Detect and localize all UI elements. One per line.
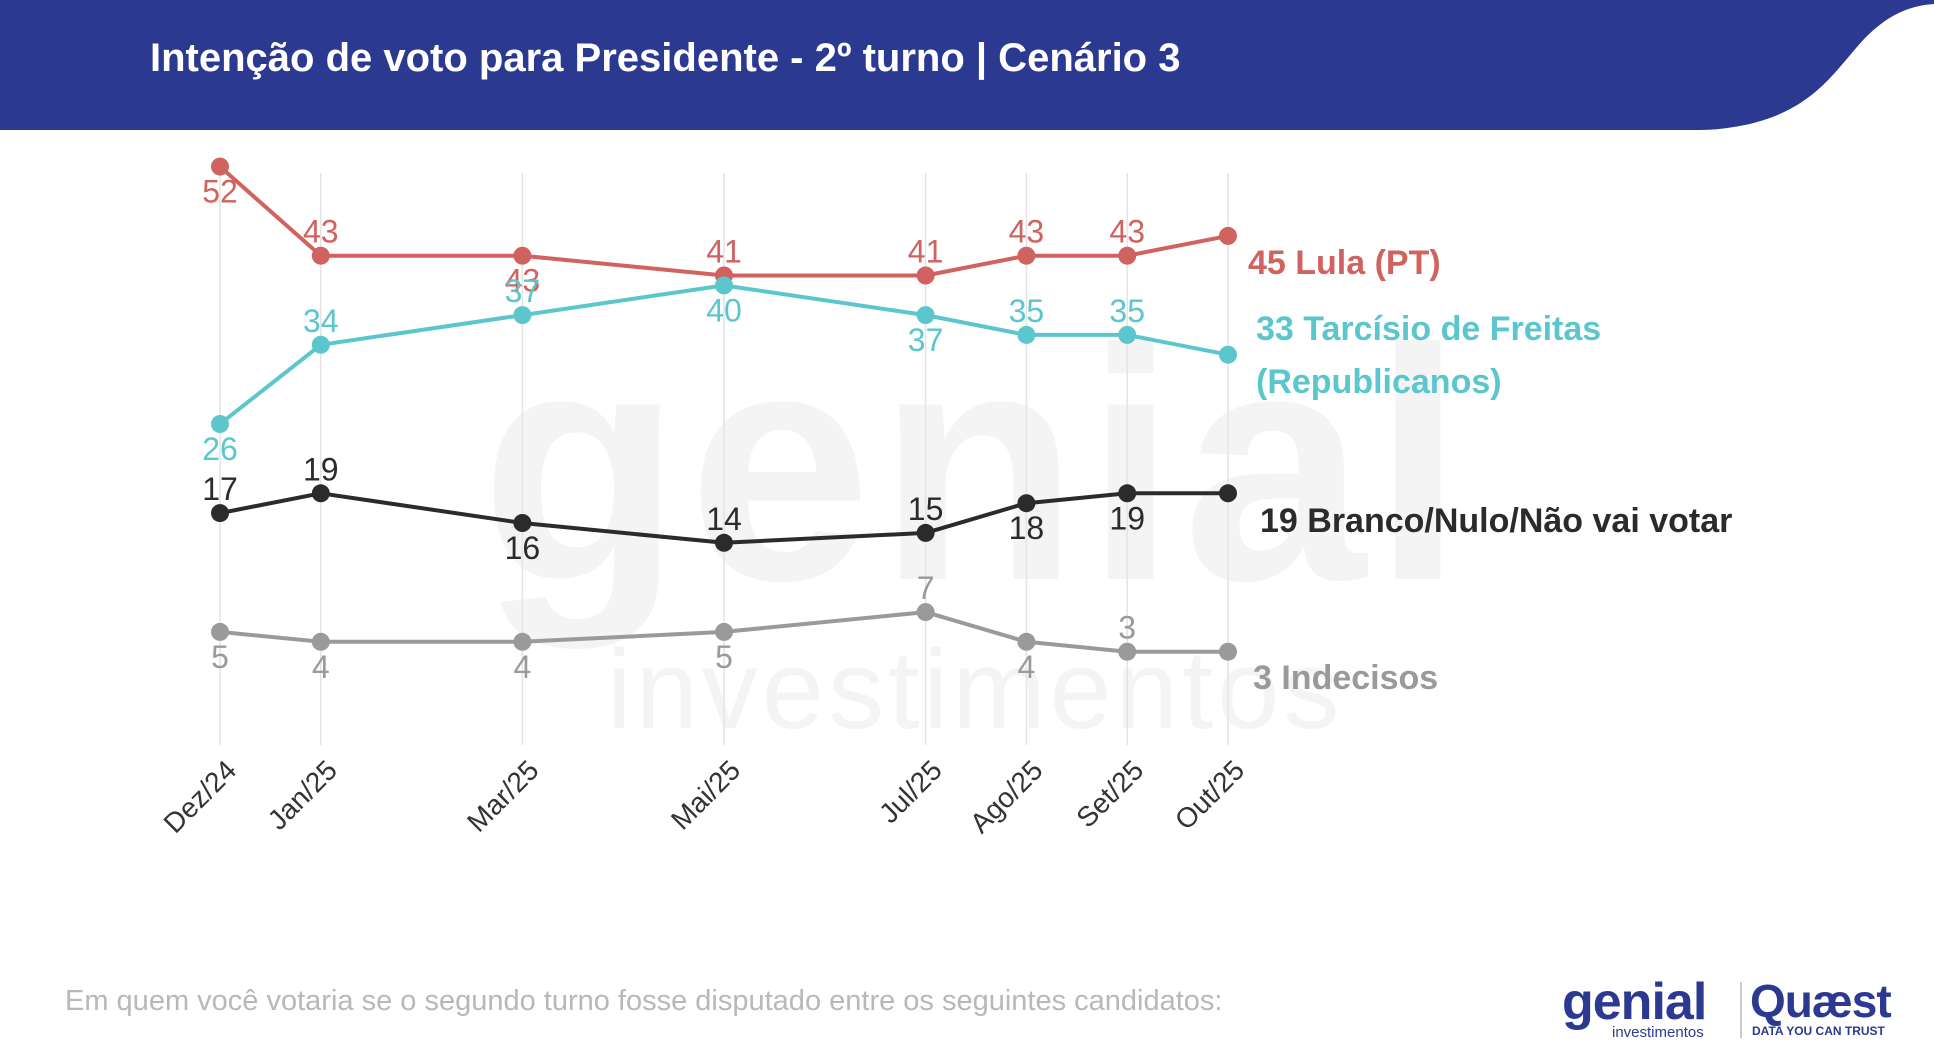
data-label: 26 (202, 431, 238, 467)
data-label: 5 (715, 639, 733, 675)
data-label: 43 (1009, 214, 1045, 250)
data-point (1118, 484, 1137, 503)
page-title: Intenção de voto para Presidente - 2º tu… (150, 36, 1181, 80)
data-point (916, 523, 935, 542)
series-line (218, 283, 1229, 426)
series-end-label: 19 Branco/Nulo/Não vai votar (1260, 502, 1732, 540)
data-point (1219, 642, 1237, 661)
x-tick-label: Mar/25 (461, 754, 545, 838)
genial-logo: genial investimentos (1560, 973, 1730, 1041)
data-label: 16 (505, 530, 541, 566)
data-point (1219, 484, 1237, 503)
data-label: 4 (1018, 649, 1036, 685)
quaest-logo-wordmark: Quæst (1750, 975, 1892, 1027)
x-tick-label: Jul/25 (873, 754, 948, 829)
quaest-logo-tagline: DATA YOU CAN TRUST (1752, 1024, 1885, 1038)
series-2: 26 34 37 40 37 35 35 (202, 273, 1237, 467)
quaest-logo: Quæst DATA YOU CAN TRUST (1750, 975, 1900, 1040)
data-point (715, 622, 733, 641)
data-label: 34 (303, 303, 339, 339)
data-point (715, 533, 733, 552)
series-4: 5 4 4 5 7 4 3 (211, 570, 1237, 685)
footnote: Em quem você votaria se o segundo turno … (65, 985, 1223, 1017)
data-label: 18 (1009, 510, 1045, 546)
data-label: 40 (706, 292, 742, 328)
genial-logo-tagline: investimentos (1612, 1024, 1704, 1041)
series-1: 52 43 43 41 41 43 43 (202, 157, 1237, 299)
genial-logo-wordmark: genial (1562, 973, 1707, 1031)
data-label: 52 (202, 174, 238, 210)
data-point (1219, 345, 1237, 364)
data-point (916, 603, 935, 622)
x-tick-label: Jan/25 (262, 754, 343, 835)
series-3: 17 19 16 14 15 18 19 (202, 451, 1237, 566)
data-label: 41 (706, 234, 742, 270)
data-point (1118, 642, 1137, 661)
data-label: 35 (1009, 293, 1045, 329)
data-label: 43 (505, 263, 541, 299)
data-label: 35 (1109, 293, 1145, 329)
data-point (211, 415, 229, 433)
x-tick-label: Set/25 (1070, 754, 1149, 833)
data-point (211, 157, 229, 176)
data-point (311, 632, 330, 651)
series-end-label: 45 Lula (PT) (1248, 244, 1441, 282)
data-label: 4 (514, 649, 532, 685)
data-label: 43 (303, 214, 339, 250)
data-point (211, 504, 229, 523)
data-point (211, 622, 229, 641)
data-label: 19 (303, 451, 339, 487)
data-point (1017, 246, 1036, 265)
logos: genial investimentos Quæst DATA YOU CAN … (1560, 973, 1900, 1041)
data-point (311, 246, 330, 265)
data-label: 37 (505, 273, 541, 309)
header-band (0, 0, 1934, 130)
data-label: 17 (202, 471, 238, 507)
x-tick-label: Dez/24 (158, 754, 243, 839)
data-point (513, 514, 532, 532)
data-point (513, 246, 532, 265)
data-label: 15 (908, 491, 944, 527)
x-tick-label: Ago/25 (964, 754, 1049, 839)
series-line (219, 610, 1228, 654)
logo-divider (1740, 982, 1742, 1038)
data-label: 19 (1109, 500, 1145, 536)
series-line (219, 491, 1228, 545)
data-point (311, 484, 330, 503)
data-point (1118, 325, 1137, 344)
x-tick-label: Out/25 (1169, 754, 1250, 835)
data-label: 41 (908, 234, 944, 270)
data-point (513, 306, 532, 325)
data-point (311, 335, 330, 354)
data-label: 14 (706, 501, 742, 537)
data-point (513, 632, 532, 651)
data-point (1017, 325, 1036, 344)
data-label: 7 (917, 570, 935, 606)
data-point (916, 306, 935, 325)
data-point (715, 276, 733, 295)
data-point (1219, 226, 1237, 245)
series-end-label: (Republicanos) (1256, 363, 1502, 401)
series-end-label: 33 Tarcísio de Freitas (1256, 310, 1601, 348)
data-point (1017, 494, 1036, 513)
data-label: 4 (312, 649, 330, 685)
data-label: 37 (908, 322, 944, 358)
data-point (1118, 246, 1137, 265)
data-point (916, 266, 935, 285)
series-end-label: 3 Indecisos (1253, 659, 1438, 697)
data-label: 5 (211, 639, 229, 675)
data-label: 3 (1118, 610, 1136, 646)
x-axis-labels: Dez/24 Jan/25 Mar/25 Mai/25 Jul/25 Ago/25 Set/… (158, 754, 1251, 839)
header-band-shape (0, 0, 1934, 130)
data-label: 43 (1109, 214, 1145, 250)
x-tick-label: Mai/25 (665, 754, 746, 835)
series-line (218, 165, 1229, 278)
data-point (1017, 632, 1036, 651)
